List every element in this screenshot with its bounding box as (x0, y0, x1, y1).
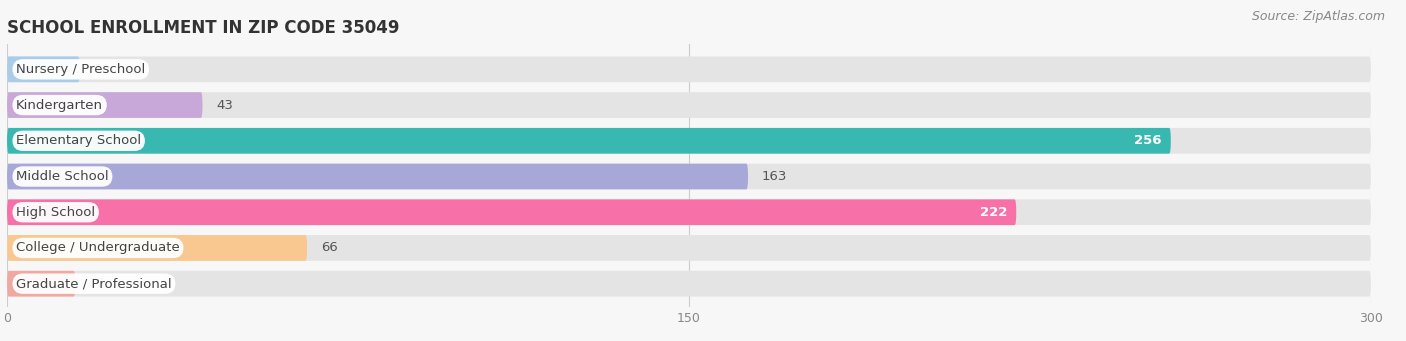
Text: 222: 222 (980, 206, 1007, 219)
FancyBboxPatch shape (7, 92, 202, 118)
FancyBboxPatch shape (7, 235, 1371, 261)
Text: SCHOOL ENROLLMENT IN ZIP CODE 35049: SCHOOL ENROLLMENT IN ZIP CODE 35049 (7, 19, 399, 37)
Text: Elementary School: Elementary School (15, 134, 141, 147)
FancyBboxPatch shape (7, 92, 1371, 118)
Text: College / Undergraduate: College / Undergraduate (15, 241, 180, 254)
Text: Middle School: Middle School (15, 170, 108, 183)
Text: Nursery / Preschool: Nursery / Preschool (15, 63, 145, 76)
Text: Source: ZipAtlas.com: Source: ZipAtlas.com (1251, 10, 1385, 23)
Text: 163: 163 (762, 170, 787, 183)
FancyBboxPatch shape (7, 271, 76, 297)
Text: 43: 43 (217, 99, 233, 112)
Text: 66: 66 (321, 241, 337, 254)
FancyBboxPatch shape (7, 271, 1371, 297)
FancyBboxPatch shape (7, 128, 1171, 154)
FancyBboxPatch shape (7, 128, 1371, 154)
Text: Kindergarten: Kindergarten (15, 99, 103, 112)
FancyBboxPatch shape (7, 164, 748, 189)
Text: 256: 256 (1135, 134, 1161, 147)
FancyBboxPatch shape (7, 199, 1371, 225)
Text: 15: 15 (89, 277, 105, 290)
FancyBboxPatch shape (7, 164, 1371, 189)
FancyBboxPatch shape (7, 199, 1017, 225)
FancyBboxPatch shape (7, 235, 307, 261)
Text: 16: 16 (93, 63, 110, 76)
Text: High School: High School (15, 206, 96, 219)
FancyBboxPatch shape (7, 57, 1371, 82)
FancyBboxPatch shape (7, 57, 80, 82)
Text: Graduate / Professional: Graduate / Professional (15, 277, 172, 290)
